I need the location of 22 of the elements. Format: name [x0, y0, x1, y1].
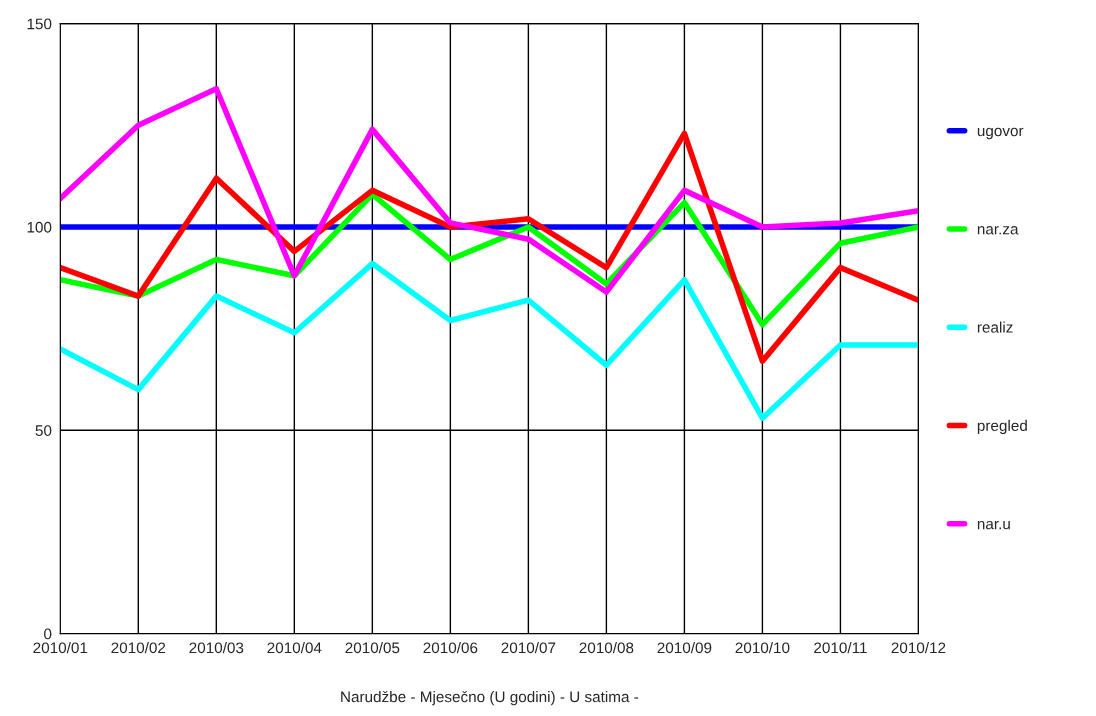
- legend-label: nar.u: [977, 520, 1010, 530]
- legend-label: ugovor: [977, 127, 1024, 140]
- legend-label: pregled: [977, 419, 1027, 435]
- legend-label: realiz: [977, 321, 1013, 333]
- x-tick-label: 2010/01: [33, 641, 88, 654]
- y-tick-label: 0: [44, 628, 52, 640]
- legend-label: nar.za: [977, 226, 1019, 235]
- y-tick-label: 150: [27, 18, 52, 30]
- y-tick-label: 100: [27, 221, 52, 233]
- y-tick-label: 50: [35, 425, 52, 436]
- x-tick-label: 2010/06: [423, 641, 478, 654]
- x-axis-title: Narudžbe - Mjesečno (U godini) - U satima -: [341, 690, 639, 706]
- x-tick-label: 2010/05: [345, 641, 400, 654]
- x-tick-label: 2010/02: [111, 641, 166, 654]
- x-tick-label: 2010/09: [657, 641, 712, 654]
- x-tick-label: 2010/10: [735, 641, 790, 654]
- x-tick-label: 2010/08: [579, 641, 634, 654]
- x-tick-label: 2010/04: [267, 641, 322, 654]
- x-tick-label: 2010/03: [189, 641, 244, 654]
- x-tick-label: 2010/11: [814, 641, 867, 654]
- x-tick-label: 2010/12: [891, 641, 946, 654]
- x-tick-label: 2010/07: [501, 641, 556, 654]
